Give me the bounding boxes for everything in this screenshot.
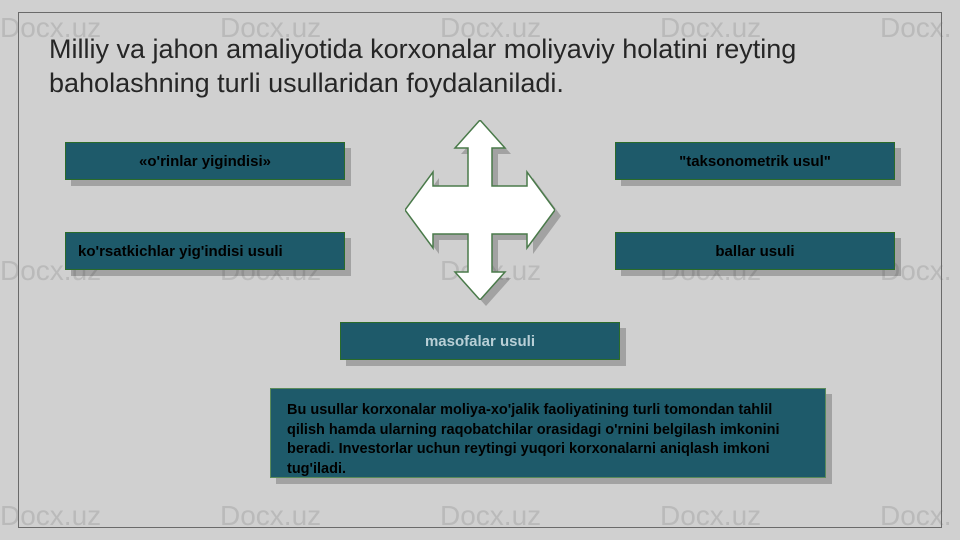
method-label: ko'rsatkichlar yig'indisi usuli xyxy=(78,243,283,260)
method-label: ballar usuli xyxy=(715,243,794,260)
method-box-korsatkichlar: ko'rsatkichlar yig'indisi usuli xyxy=(65,232,345,270)
method-box-masofalar: masofalar usuli xyxy=(340,322,620,360)
info-text: Bu usullar korxonalar moliya-xo'jalik fa… xyxy=(287,402,780,477)
page-title: Milliy va jahon amaliyotida korxonalar m… xyxy=(49,33,929,101)
method-box-orin-yigindisi: «o'rinlar yigindisi» xyxy=(65,142,345,180)
method-label: «o'rinlar yigindisi» xyxy=(139,153,271,170)
method-label: masofalar usuli xyxy=(425,333,535,350)
method-label: "taksonometrik usul" xyxy=(679,153,831,170)
cross-arrow xyxy=(405,120,555,300)
cross-arrow-svg xyxy=(405,120,555,300)
method-box-taksonometrik: "taksonometrik usul" xyxy=(615,142,895,180)
method-box-ballar: ballar usuli xyxy=(615,232,895,270)
info-box: Bu usullar korxonalar moliya-xo'jalik fa… xyxy=(270,388,826,478)
